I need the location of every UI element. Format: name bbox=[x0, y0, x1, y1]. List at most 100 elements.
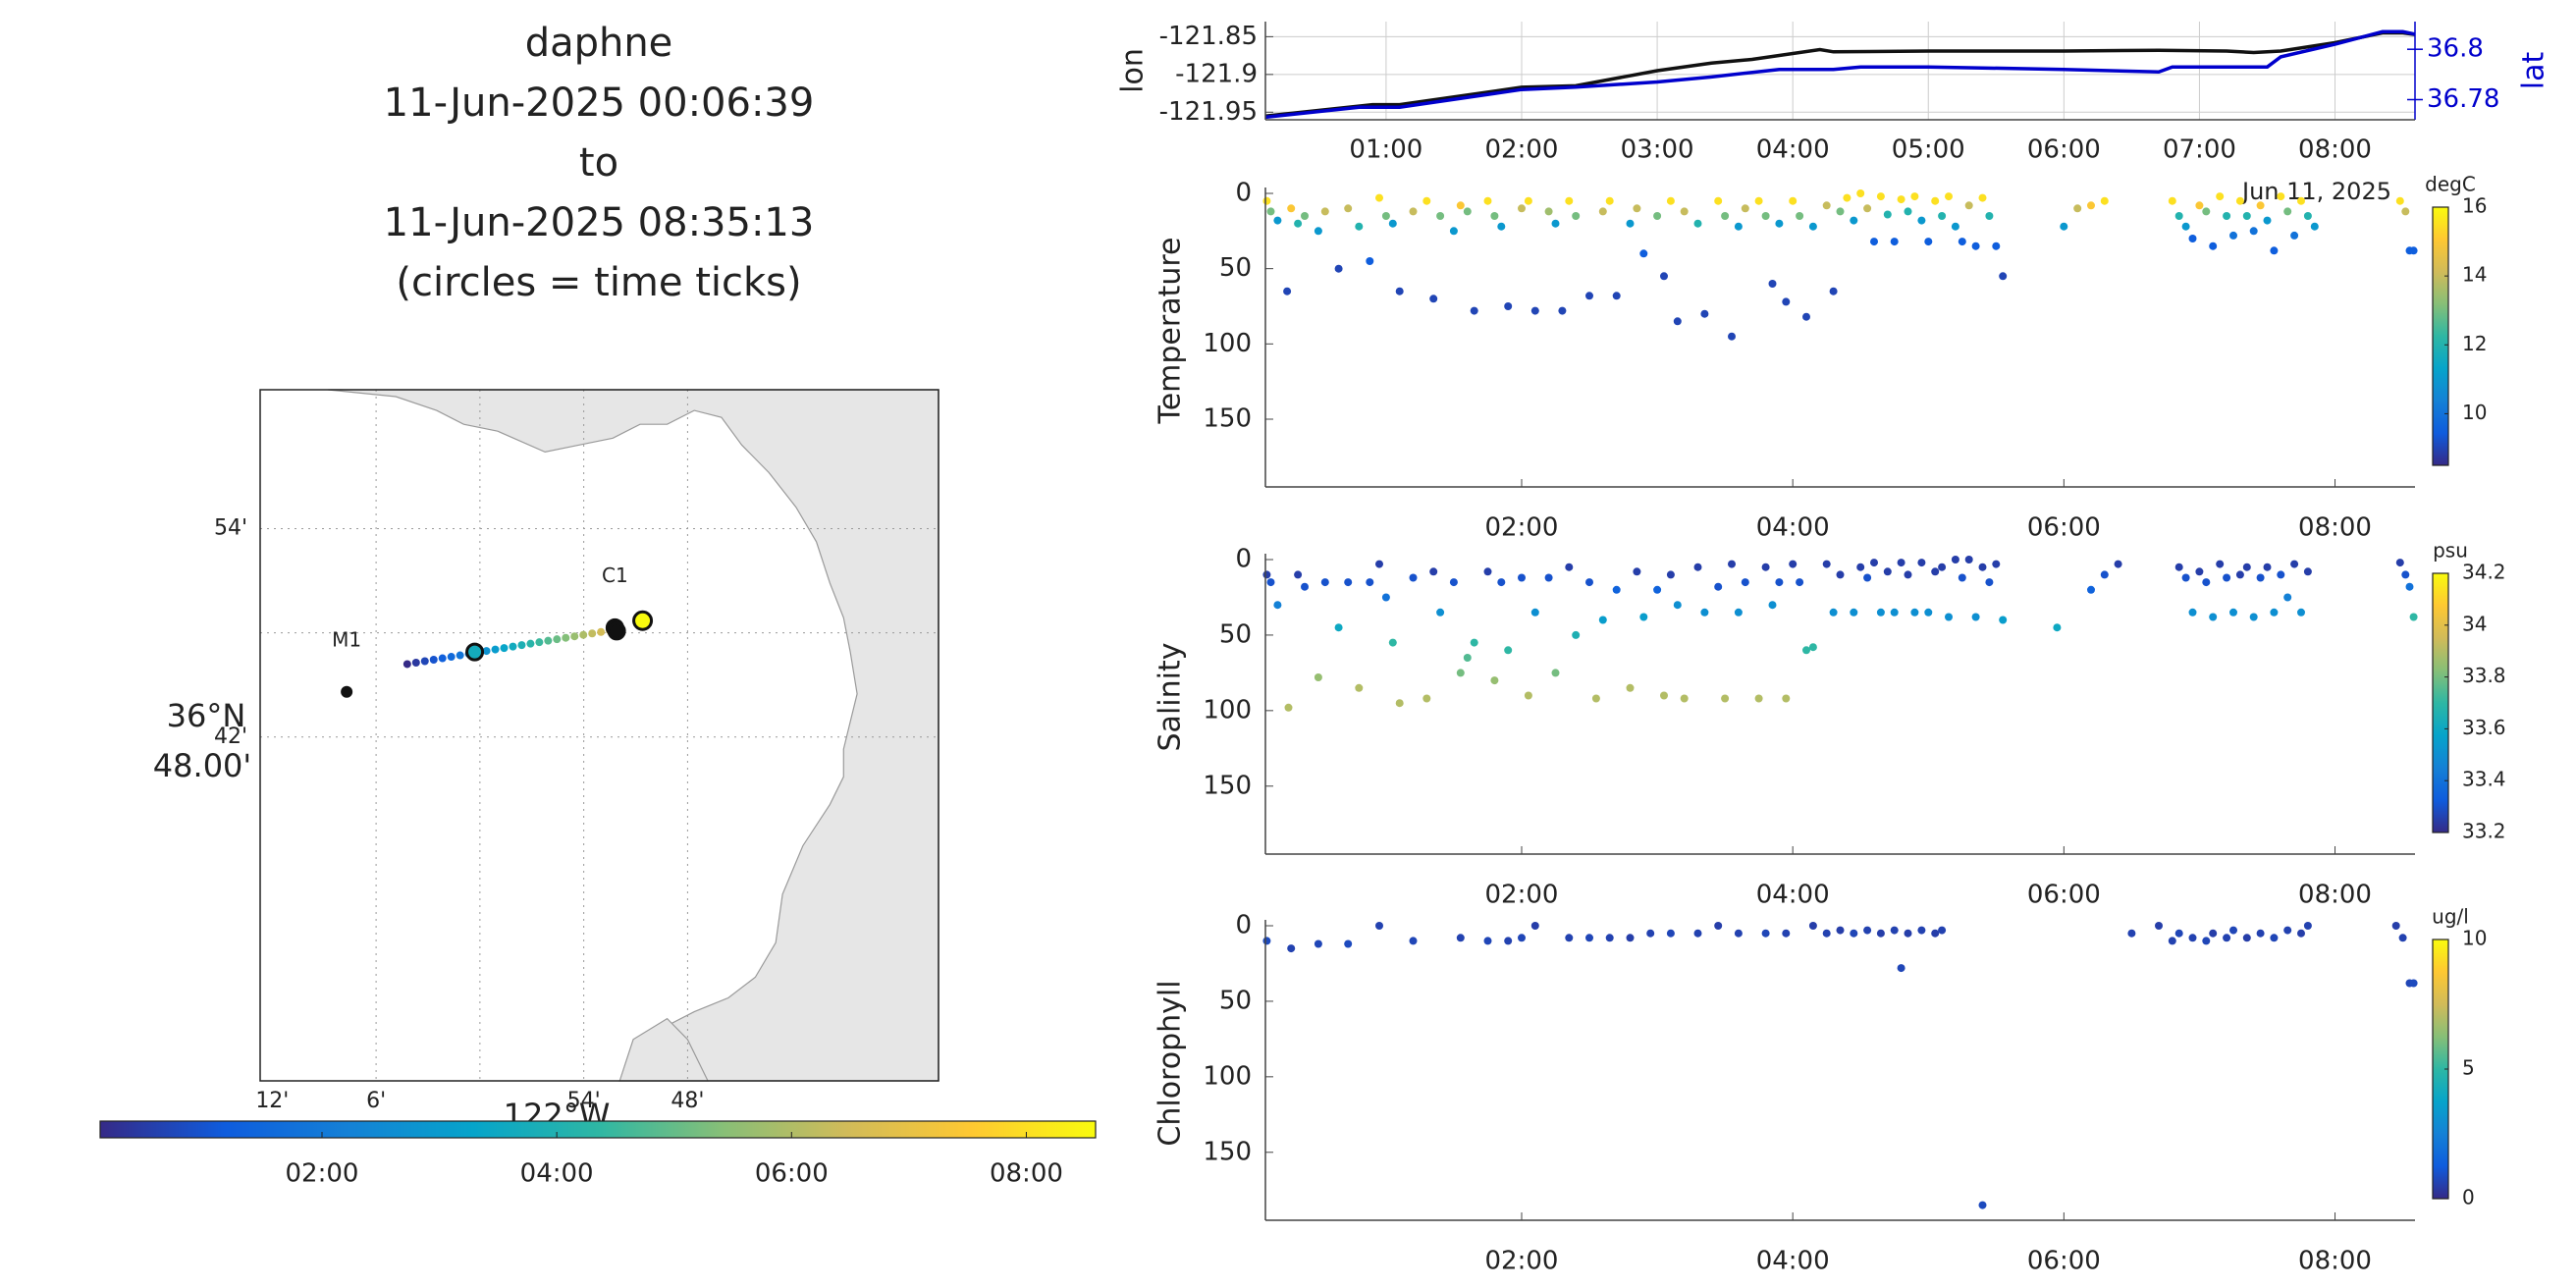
data-point bbox=[1626, 934, 1635, 942]
data-point bbox=[2297, 196, 2305, 205]
data-point bbox=[2202, 937, 2211, 945]
data-point bbox=[1958, 573, 1966, 582]
data-point bbox=[1829, 287, 1838, 295]
data-point bbox=[1266, 578, 1275, 587]
data-point bbox=[1497, 578, 1506, 587]
data-point bbox=[1388, 638, 1397, 647]
data-point bbox=[2303, 212, 2312, 220]
data-point bbox=[2174, 563, 2183, 571]
data-point bbox=[1883, 567, 1892, 576]
data-point bbox=[2229, 231, 2237, 240]
data-point bbox=[1700, 608, 1709, 617]
data-point bbox=[1931, 567, 1940, 576]
data-point bbox=[2209, 929, 2218, 938]
data-point bbox=[2209, 242, 2218, 250]
data-point bbox=[1558, 306, 1567, 315]
data-point bbox=[1544, 573, 1553, 582]
station-label: C1 bbox=[602, 564, 628, 587]
track-point bbox=[447, 653, 456, 662]
data-point bbox=[2283, 593, 2292, 602]
data-point bbox=[1836, 926, 1845, 935]
track-point bbox=[553, 635, 562, 644]
data-point bbox=[1598, 616, 1607, 624]
colorbar-tick-label: 34 bbox=[2462, 612, 2487, 635]
y-tick-label: 50 bbox=[1219, 986, 1252, 1015]
data-point bbox=[1863, 926, 1872, 935]
track-point bbox=[562, 633, 570, 642]
data-point bbox=[1409, 573, 1418, 582]
data-point bbox=[1890, 926, 1899, 935]
y-tick-label: 150 bbox=[1203, 771, 1252, 800]
y-tick-label: 150 bbox=[1203, 1137, 1252, 1166]
data-point bbox=[1490, 212, 1499, 220]
data-point bbox=[2401, 570, 2410, 579]
lonlat-x-tick-label: 04:00 bbox=[1756, 135, 1830, 165]
data-point bbox=[1917, 559, 1926, 567]
track-point bbox=[420, 657, 429, 666]
track-point bbox=[411, 658, 420, 667]
map-frame bbox=[259, 389, 939, 1082]
data-point bbox=[2181, 222, 2190, 231]
data-point bbox=[1381, 212, 1390, 220]
x-tick-label: 02:00 bbox=[1485, 881, 1559, 910]
lat-tick-label: 36.78 bbox=[2427, 84, 2499, 114]
colorbar-tick-label: 06:00 bbox=[755, 1159, 829, 1189]
data-point bbox=[1301, 582, 1309, 591]
data-point bbox=[1334, 264, 1343, 273]
data-point bbox=[1585, 292, 1593, 300]
data-point bbox=[1504, 646, 1513, 655]
data-point bbox=[1850, 216, 1858, 225]
data-point bbox=[1375, 193, 1383, 202]
data-point bbox=[1463, 654, 1472, 662]
data-point bbox=[1924, 238, 1933, 246]
data-point bbox=[1761, 929, 1770, 938]
data-point bbox=[1870, 238, 1878, 246]
data-point bbox=[2263, 563, 2272, 571]
data-point bbox=[1470, 638, 1478, 647]
data-point bbox=[1904, 929, 1912, 938]
data-point bbox=[1287, 944, 1296, 953]
data-point bbox=[1863, 204, 1872, 213]
data-point bbox=[2256, 573, 2265, 582]
data-point bbox=[2168, 196, 2176, 205]
time-tick-circle bbox=[632, 610, 654, 631]
data-point bbox=[1585, 934, 1593, 942]
data-point bbox=[2270, 608, 2279, 617]
data-point bbox=[1524, 691, 1532, 700]
data-point bbox=[1565, 563, 1574, 571]
track-point bbox=[535, 638, 544, 647]
colorbar-tick-label: 02:00 bbox=[286, 1159, 359, 1189]
y-tick-label: 100 bbox=[1203, 1061, 1252, 1091]
data-point bbox=[2256, 201, 2265, 210]
data-point bbox=[2100, 196, 2109, 205]
data-point bbox=[1605, 196, 1614, 205]
time-tick-circle bbox=[465, 642, 485, 662]
data-point bbox=[2168, 937, 2176, 945]
data-point bbox=[2155, 922, 2163, 930]
data-point bbox=[1876, 929, 1885, 938]
data-point bbox=[1789, 196, 1798, 205]
data-point bbox=[1924, 608, 1933, 617]
map-lat-minute-label: 48.00' bbox=[153, 747, 251, 784]
data-point bbox=[1680, 207, 1689, 216]
data-point bbox=[1666, 929, 1675, 938]
data-point bbox=[1355, 222, 1364, 231]
track-point bbox=[544, 636, 553, 645]
data-point bbox=[1551, 219, 1560, 228]
x-tick-label: 06:00 bbox=[2027, 881, 2101, 910]
data-point bbox=[1999, 272, 2008, 281]
data-point bbox=[1850, 929, 1858, 938]
data-point bbox=[1585, 578, 1593, 587]
data-point bbox=[1294, 219, 1303, 228]
data-point bbox=[1456, 201, 1465, 210]
lat-line bbox=[1264, 29, 2416, 120]
data-point bbox=[2216, 192, 2225, 201]
data-point bbox=[2263, 216, 2272, 225]
data-point bbox=[1761, 563, 1770, 571]
data-point bbox=[1951, 556, 1959, 564]
x-tick-label: 02:00 bbox=[1485, 513, 1559, 543]
track-point bbox=[570, 632, 579, 641]
data-point bbox=[1518, 573, 1526, 582]
data-point bbox=[1395, 699, 1404, 708]
data-point bbox=[1483, 937, 1492, 945]
